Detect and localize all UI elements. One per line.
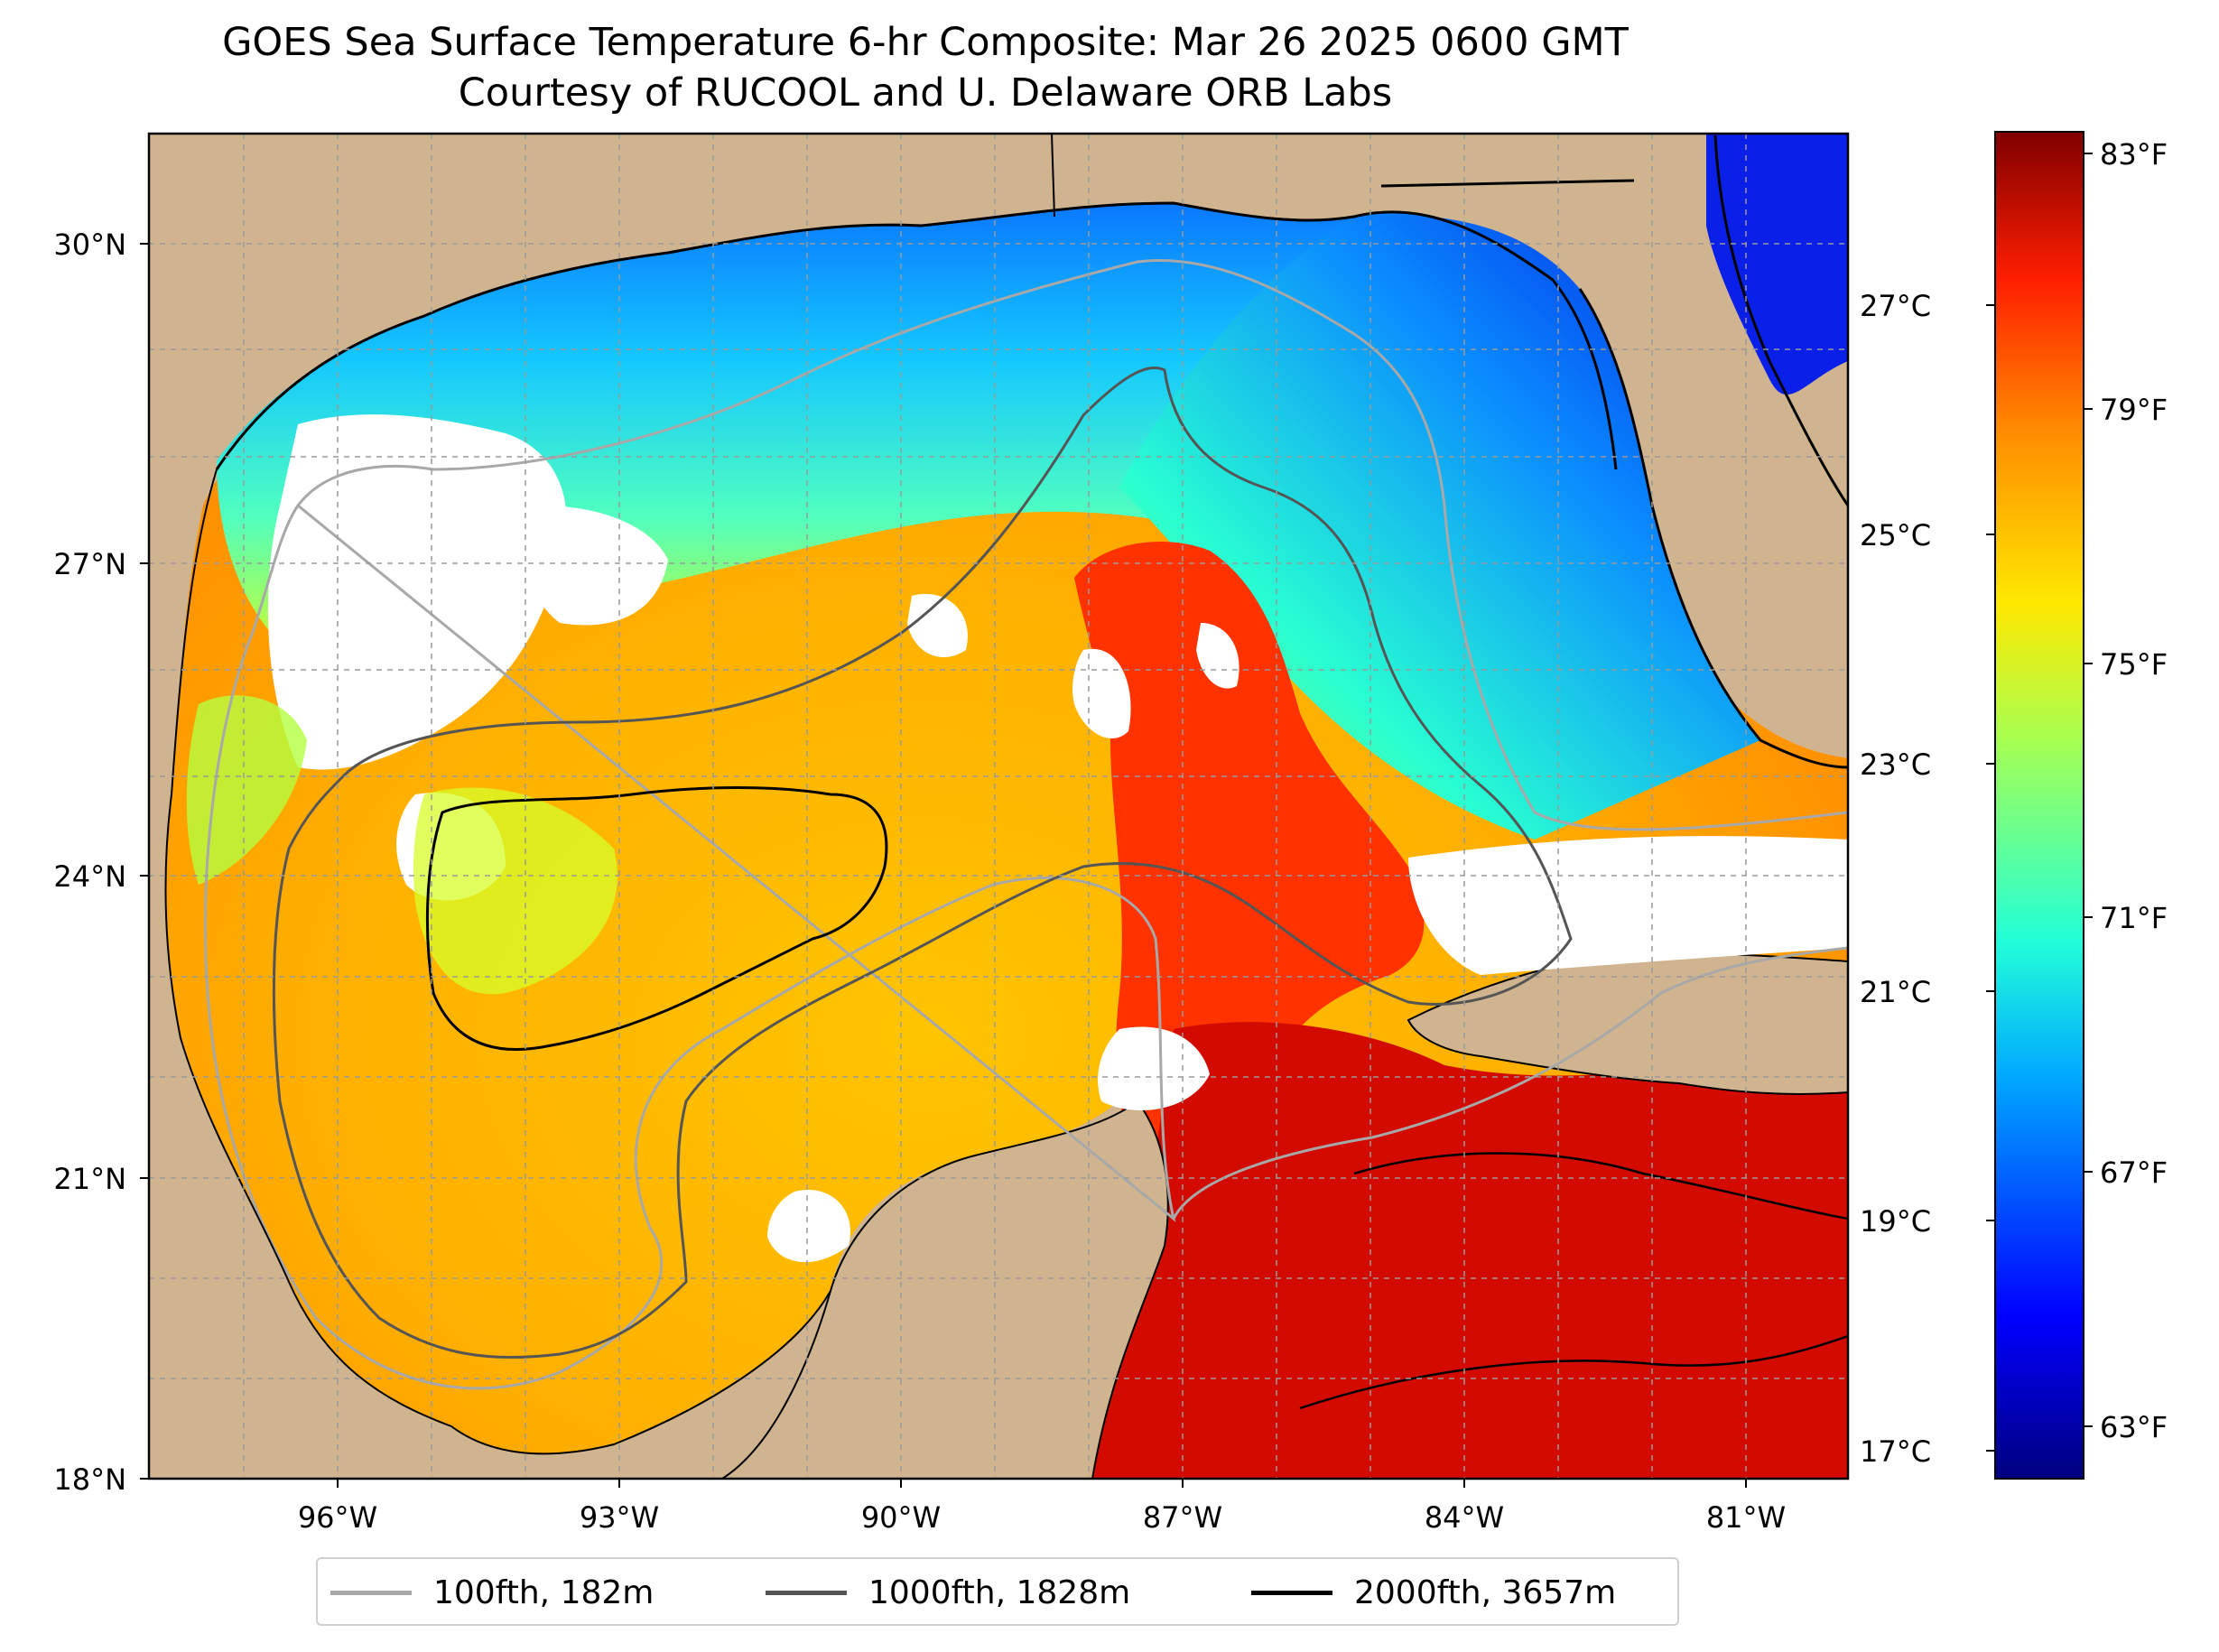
- map-subtitle: Courtesy of RUCOOL and U. Delaware ORB L…: [458, 70, 1393, 116]
- legend-item-100fth: 100fth, 182m: [330, 1570, 654, 1615]
- contour-1000fth: [272, 366, 1573, 1360]
- colorbar-fahrenheit-label: 79°F: [2100, 393, 2168, 427]
- lon-tick-label: 93°W: [579, 1500, 660, 1535]
- loop-current: [1074, 542, 1425, 1174]
- cloud-straits: [1408, 836, 1848, 975]
- map-title: GOES Sea Surface Temperature 6-hr Compos…: [222, 20, 1629, 65]
- legend-label: 100fth, 182m: [433, 1573, 655, 1611]
- colorbar-celsius-label: 27°C: [1860, 289, 1932, 323]
- colorbar-celsius-label: 23°C: [1860, 747, 1932, 782]
- legend: 100fth, 182m 1000fth, 1828m 2000fth, 365…: [316, 1557, 1679, 1626]
- florida-shelf-water: [1119, 215, 1760, 840]
- contour-2000fth: [425, 786, 888, 1051]
- colorbar-fahrenheit-label: 75°F: [2100, 647, 2168, 682]
- colorbar-celsius-label: 17°C: [1860, 1434, 1932, 1469]
- colorbar-fahrenheit-label: 63°F: [2100, 1410, 2168, 1444]
- colorbar: [1994, 131, 2084, 1480]
- lon-tick-label: 87°W: [1142, 1500, 1223, 1535]
- colorbar-celsius-label: 21°C: [1860, 975, 1932, 1009]
- lat-tick-label: 27°N: [53, 547, 126, 581]
- lat-tick-label: 18°N: [53, 1462, 126, 1497]
- legend-swatch: [1251, 1590, 1332, 1595]
- legend-item-1000fth: 1000fth, 1828m: [766, 1570, 1130, 1615]
- colorbar-fahrenheit-label: 67°F: [2100, 1155, 2168, 1190]
- legend-label: 1000fth, 1828m: [868, 1573, 1131, 1611]
- lon-tick-label: 81°W: [1705, 1500, 1787, 1535]
- graticule: [149, 134, 1848, 1479]
- colorbar-celsius-label: 19°C: [1860, 1204, 1932, 1239]
- lon-tick-label: 96°W: [297, 1500, 378, 1535]
- lat-tick-label: 30°N: [53, 227, 126, 262]
- lat-tick-label: 21°N: [53, 1162, 126, 1196]
- cloud-west: [267, 414, 567, 770]
- lon-tick-label: 84°W: [1424, 1500, 1505, 1535]
- colorbar-fahrenheit-label: 83°F: [2100, 137, 2168, 172]
- colorbar-celsius-label: 25°C: [1860, 518, 1932, 552]
- colorbar-fahrenheit-label: 71°F: [2100, 901, 2168, 935]
- legend-item-2000fth: 2000fth, 3657m: [1251, 1570, 1616, 1615]
- legend-swatch: [766, 1590, 847, 1595]
- lon-tick-label: 90°W: [860, 1500, 942, 1535]
- legend-label: 2000fth, 3657m: [1354, 1573, 1617, 1611]
- lat-tick-label: 24°N: [53, 859, 126, 894]
- cloud-south: [1098, 1026, 1210, 1110]
- legend-swatch: [330, 1590, 412, 1595]
